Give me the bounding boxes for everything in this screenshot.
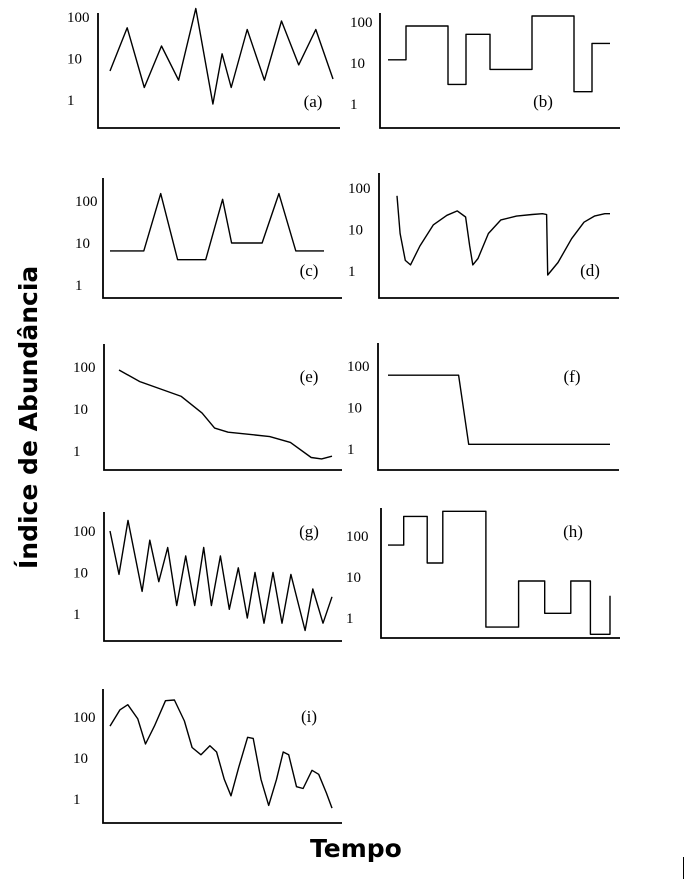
panel-g-tick-1: 1: [73, 607, 81, 623]
panel-g-tick-100: 100: [73, 524, 96, 540]
panel-h: 1 10 100 (h): [346, 508, 620, 639]
panel-e-tick-100: 100: [73, 360, 96, 376]
panel-i-series-line: [109, 699, 333, 809]
panel-h-tick-1: 1: [346, 611, 354, 627]
panel-b-tick-100: 100: [350, 15, 373, 31]
panel-a-tick-10: 10: [67, 52, 82, 68]
panel-h-tick-100: 100: [346, 529, 369, 545]
panel-g-label: (g): [299, 522, 319, 541]
panel-f-axes: [377, 343, 619, 471]
panel-i-tick-100: 100: [73, 710, 96, 726]
panel-h-label: (h): [563, 522, 583, 541]
panel-d-tick-10: 10: [348, 223, 363, 239]
panel-g-tick-10: 10: [73, 566, 88, 582]
panel-d-tick-100: 100: [348, 181, 371, 197]
panel-c-y-ticks: 1 10 100: [75, 194, 98, 294]
y-axis-title: Índice de Abundância: [14, 265, 43, 569]
panel-d-tick-1: 1: [348, 264, 356, 280]
panel-f: 1 10 100 (f): [347, 343, 619, 471]
panel-f-series-line: [388, 374, 610, 445]
panel-i-y-ticks: 1 10 100: [73, 710, 96, 808]
x-axis-title: Tempo: [310, 834, 402, 863]
panel-d-series-line: [396, 195, 610, 276]
panel-g-series-line: [109, 519, 333, 632]
panel-e-tick-1: 1: [73, 444, 81, 460]
panel-f-label: (f): [564, 367, 581, 386]
panel-b-label: (b): [533, 92, 553, 111]
panel-b-series-line: [388, 15, 610, 93]
panel-f-y-ticks: 1 10 100: [347, 359, 370, 458]
panel-b-axes: [379, 13, 620, 129]
panel-b-tick-1: 1: [350, 97, 358, 113]
panel-e: 1 10 100 (e): [73, 344, 342, 471]
panel-d: 1 10 100 (d): [348, 173, 619, 299]
panel-e-y-ticks: 1 10 100: [73, 360, 96, 460]
panel-i-label: (i): [301, 707, 317, 726]
panel-g: 1 10 100 (g): [73, 512, 342, 642]
panel-a: 1 10 100 (a): [67, 7, 340, 129]
panel-a-label: (a): [304, 92, 323, 111]
panel-a-series-line: [109, 7, 334, 105]
panel-f-tick-1: 1: [347, 442, 355, 458]
panel-e-tick-10: 10: [73, 402, 88, 418]
panel-e-label: (e): [300, 367, 319, 386]
panel-c-series-line: [110, 192, 324, 261]
panel-g-axes: [103, 512, 342, 642]
panel-b-y-ticks: 1 10 100: [350, 15, 373, 113]
panel-a-tick-1: 1: [67, 93, 75, 109]
panel-c-axes: [102, 178, 342, 299]
panel-a-axes: [97, 13, 340, 129]
panel-g-y-ticks: 1 10 100: [73, 524, 96, 623]
panel-e-series-line: [118, 369, 333, 460]
panel-d-label: (d): [580, 261, 600, 280]
panel-c-tick-100: 100: [75, 194, 98, 210]
edge-mark: [683, 857, 684, 879]
panel-d-axes: [378, 173, 619, 299]
panel-h-y-ticks: 1 10 100: [346, 529, 369, 627]
panel-f-tick-10: 10: [347, 401, 362, 417]
panel-c-label: (c): [300, 261, 319, 280]
panel-h-tick-10: 10: [346, 570, 361, 586]
panel-f-tick-100: 100: [347, 359, 370, 375]
panel-d-y-ticks: 1 10 100: [348, 181, 371, 280]
panel-i: 1 10 100 (i): [73, 689, 342, 824]
panel-i-tick-1: 1: [73, 792, 81, 808]
panel-i-axes: [102, 689, 342, 824]
panel-i-tick-10: 10: [73, 751, 88, 767]
panel-c-tick-10: 10: [75, 236, 90, 252]
panel-c: 1 10 100 (c): [75, 178, 342, 299]
panel-a-tick-100: 100: [67, 10, 90, 26]
panel-a-y-ticks: 1 10 100: [67, 10, 90, 109]
panel-h-axes: [380, 508, 620, 639]
panel-c-tick-1: 1: [75, 278, 83, 294]
panel-e-axes: [103, 344, 342, 471]
panel-b-tick-10: 10: [350, 56, 365, 72]
panel-b: 1 10 100 (b): [350, 13, 620, 129]
panel-h-series-line: [388, 510, 611, 635]
